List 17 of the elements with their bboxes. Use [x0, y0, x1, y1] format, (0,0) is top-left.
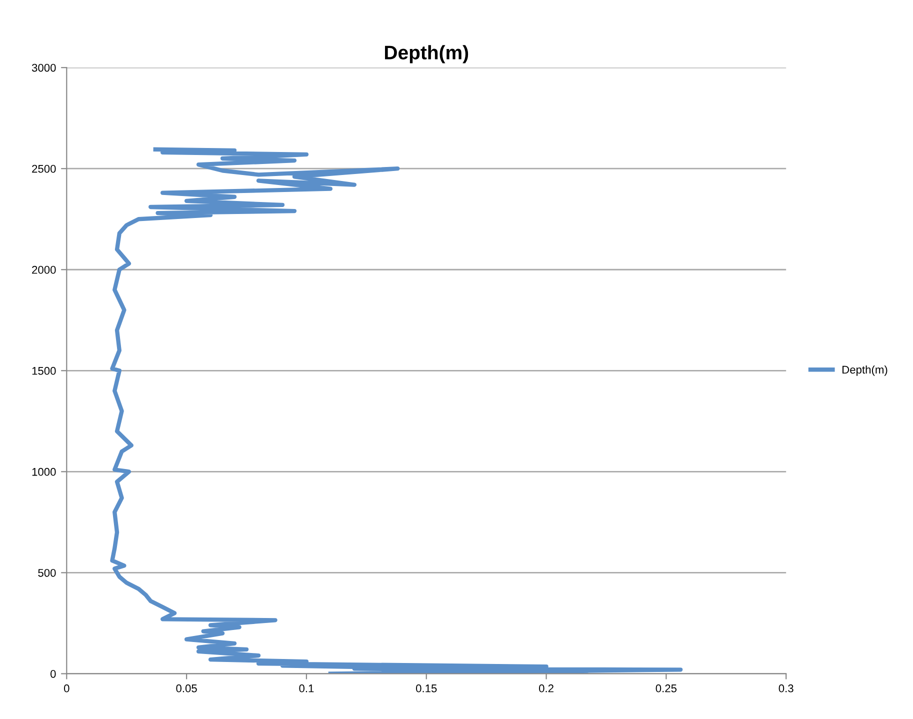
- chart-title: Depth(m): [385, 45, 468, 64]
- x-tick-label: 0.3: [778, 684, 794, 692]
- x-tick-label: 0.2: [538, 684, 554, 692]
- x-tick-label: 0.15: [416, 684, 437, 692]
- line-series: [110, 147, 683, 674]
- y-tick-label: 500: [38, 568, 56, 577]
- y-tick-label: 1000: [32, 468, 56, 476]
- y-tick-label: 2000: [32, 266, 56, 274]
- x-tick-label: 0.25: [656, 684, 677, 692]
- x-tick-label: 0.05: [176, 684, 197, 692]
- y-tick-label: 0: [50, 670, 56, 678]
- x-tick-label: 0: [64, 684, 70, 692]
- x-tick-label: 0.1: [299, 684, 314, 692]
- legend-label: Depth(m): [842, 365, 888, 376]
- y-tick-label: 1500: [32, 366, 56, 375]
- y-tick-label: 3000: [32, 64, 56, 72]
- y-tick-label: 2500: [32, 164, 56, 173]
